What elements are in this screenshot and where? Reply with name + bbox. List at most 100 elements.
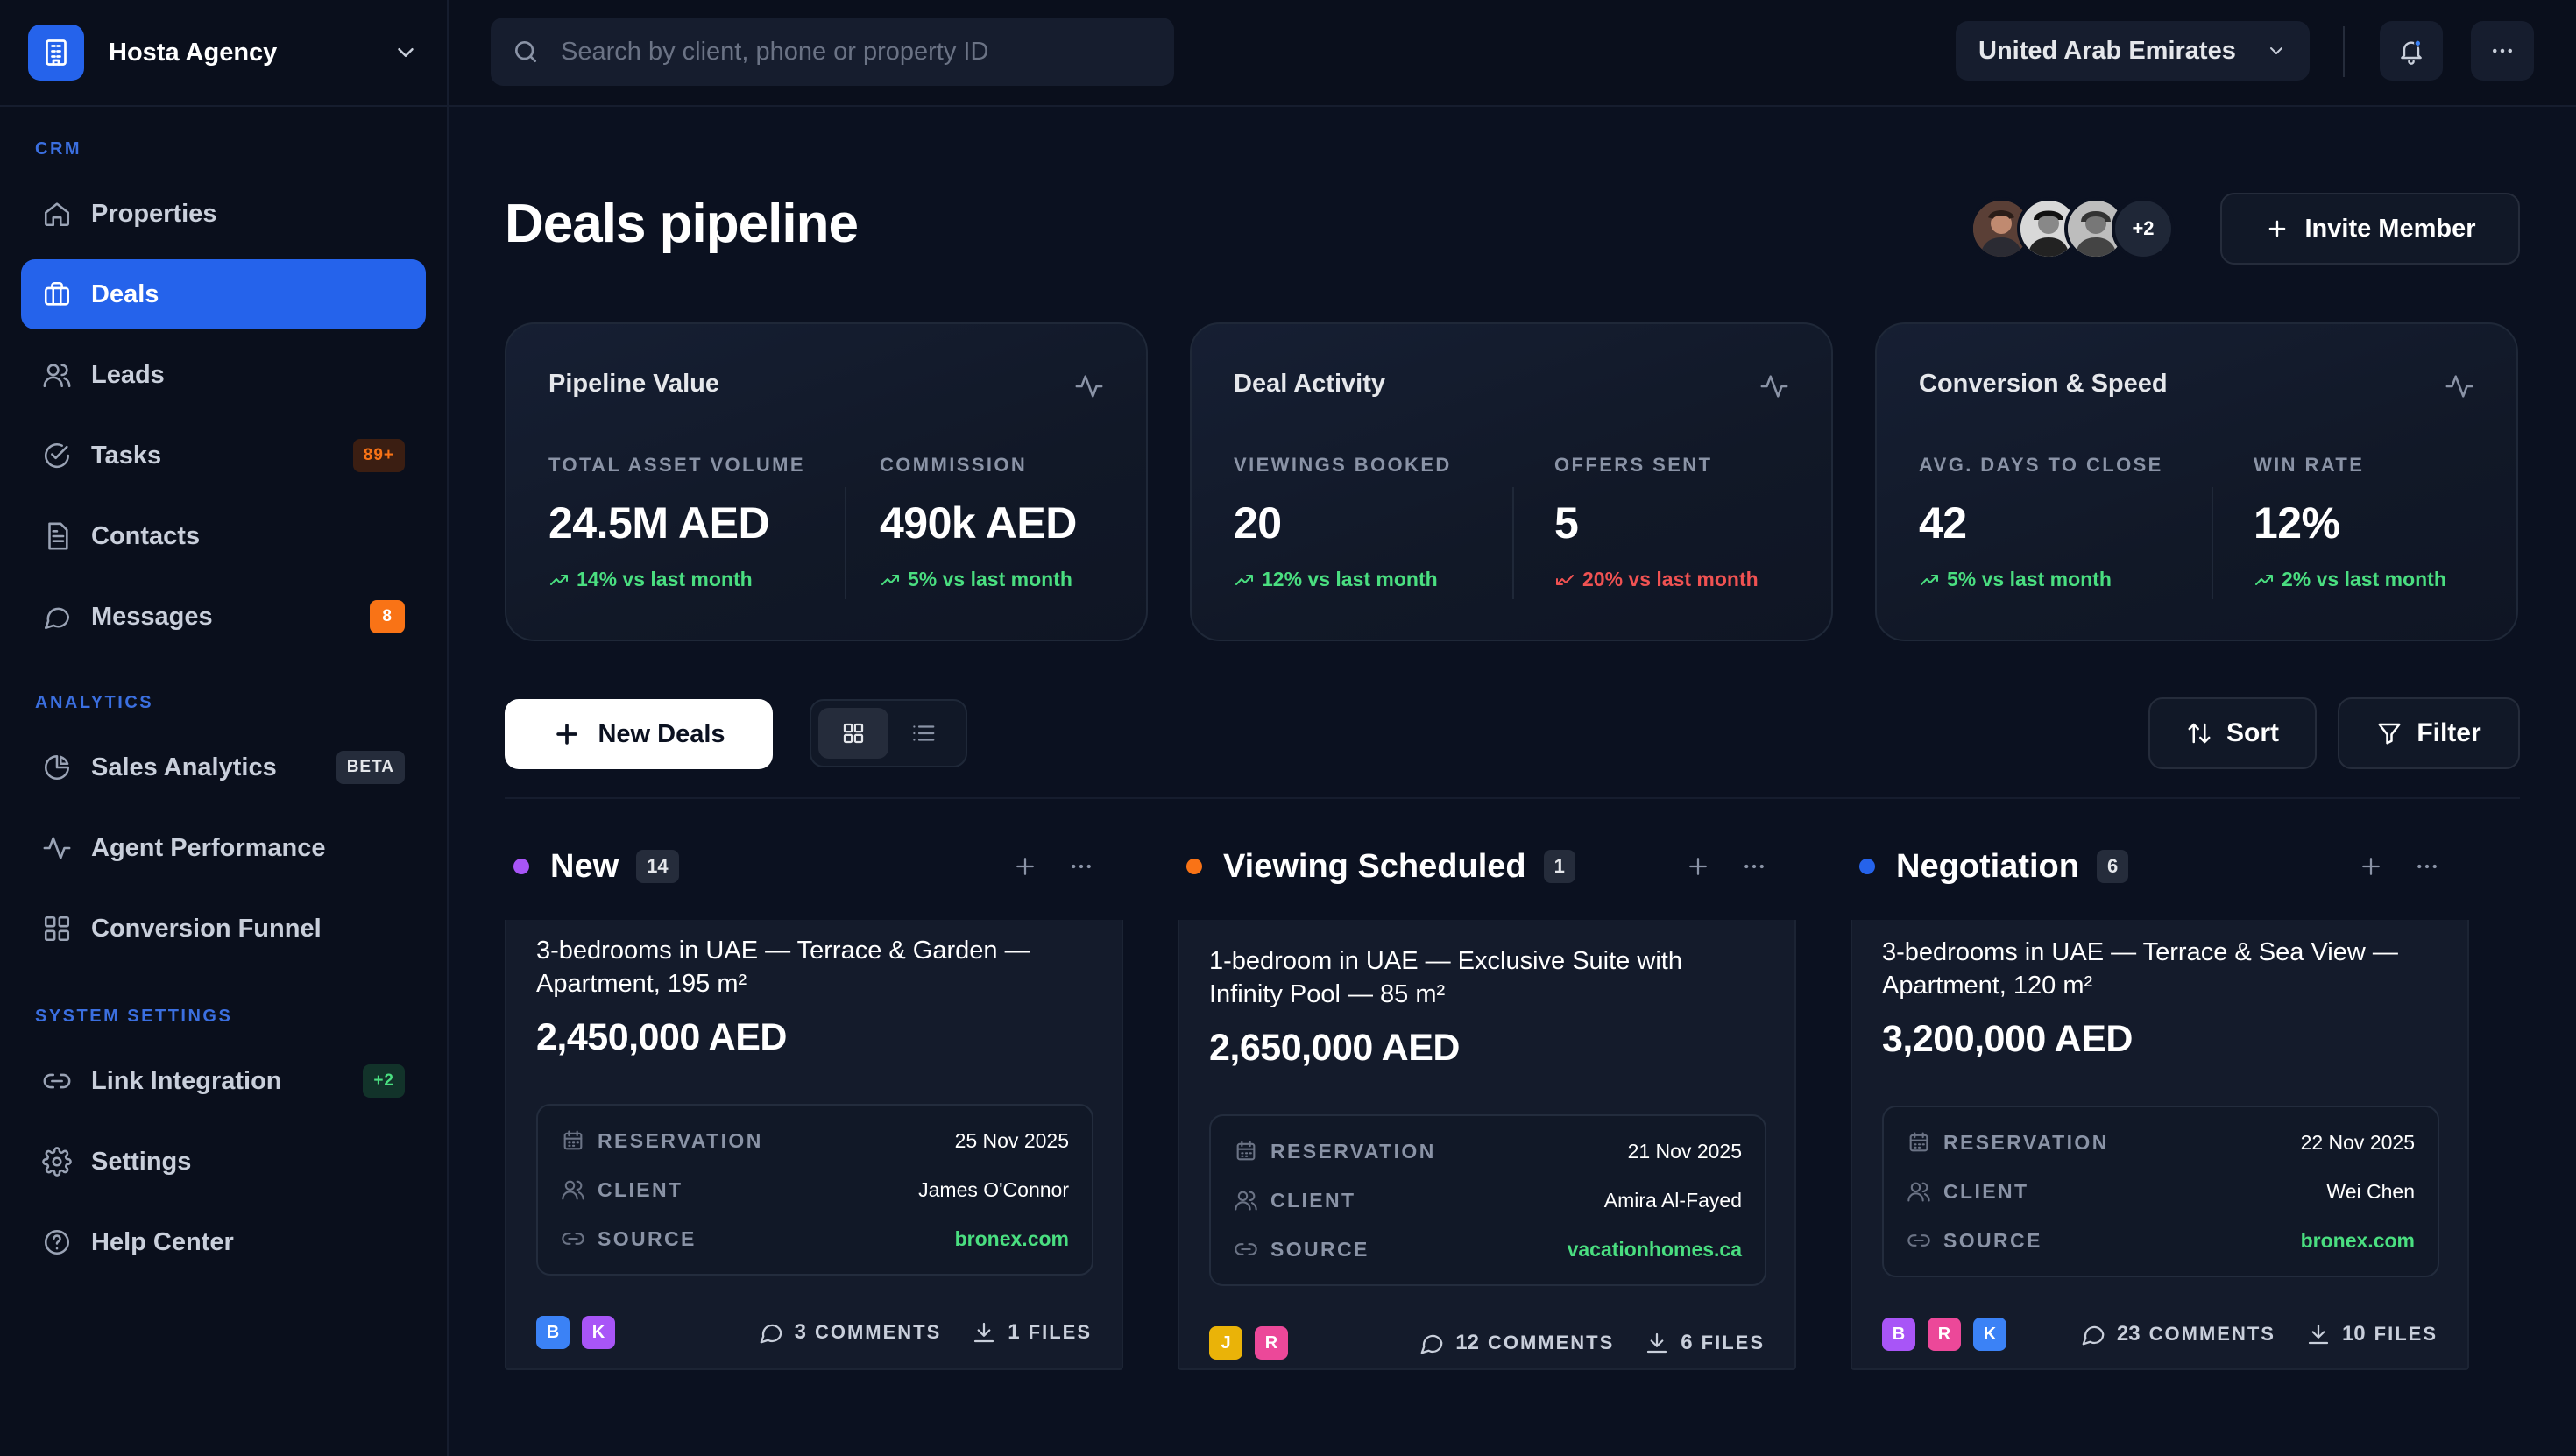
- files-count[interactable]: 10 FILES: [2305, 1321, 2438, 1347]
- sidebar-item-label: Tasks: [91, 441, 162, 470]
- metric-divider: [1512, 487, 1514, 599]
- sidebar-item-agent-performance[interactable]: Agent Performance: [21, 813, 426, 883]
- comment-icon: [760, 1324, 782, 1344]
- integration-count-badge: +2: [363, 1064, 405, 1098]
- sidebar-item-conversion-funnel[interactable]: Conversion Funnel: [21, 894, 426, 964]
- plus-icon: [1016, 858, 1034, 875]
- briefcase-icon: [44, 281, 70, 306]
- section-title: CRM: [35, 138, 82, 159]
- nav-section-analytics: ANALYTICS Sales Analytics BETA Agent Per…: [0, 685, 447, 964]
- sidebar-item-settings[interactable]: Settings: [21, 1127, 426, 1197]
- assignee-avatar[interactable]: K: [1973, 1318, 2006, 1351]
- metric-trend-text: 14% vs last month: [577, 568, 753, 590]
- deal-price: 2,450,000 AED: [536, 1016, 787, 1058]
- sort-button[interactable]: Sort: [2148, 697, 2317, 769]
- metric-divider: [845, 487, 846, 599]
- more-members-avatar[interactable]: +2: [2112, 197, 2175, 260]
- sidebar-item-tasks[interactable]: Tasks 89+: [21, 421, 426, 491]
- team-avatars[interactable]: +2: [1970, 197, 2175, 260]
- metric-value: 24.5M AED: [548, 498, 770, 548]
- assignee-avatar[interactable]: J: [1209, 1326, 1242, 1360]
- search-bar[interactable]: [491, 18, 1174, 86]
- deal-price: 2,650,000 AED: [1209, 1027, 1460, 1069]
- search-icon: [515, 41, 536, 62]
- grid-view-button[interactable]: [818, 708, 888, 759]
- comments-count[interactable]: 23 COMMENTS: [2080, 1321, 2275, 1347]
- files-count[interactable]: 1 FILES: [971, 1319, 1092, 1346]
- files-number: 6: [1681, 1331, 1693, 1354]
- avatar[interactable]: [1970, 197, 2033, 260]
- notifications-button[interactable]: [2380, 21, 2443, 81]
- download-icon: [974, 1322, 994, 1343]
- search-input[interactable]: [561, 37, 1153, 67]
- users-icon: [1235, 1191, 1257, 1211]
- column-menu-button[interactable]: [1737, 849, 1772, 884]
- deal-details: RESERVATION 21 Nov 2025 CLIENT Amira Al-…: [1209, 1114, 1766, 1286]
- assignee-avatar[interactable]: K: [582, 1316, 615, 1349]
- assignee-avatar[interactable]: B: [536, 1316, 570, 1349]
- sidebar-item-sales-analytics[interactable]: Sales Analytics BETA: [21, 732, 426, 802]
- source-link[interactable]: vacationhomes.ca: [1567, 1237, 1742, 1261]
- column-menu-button[interactable]: [2410, 849, 2445, 884]
- country-selector[interactable]: United Arab Emirates: [1956, 21, 2310, 81]
- trend-up-icon: [1235, 574, 1253, 585]
- sidebar-item-label: Properties: [91, 199, 217, 228]
- trend-up-icon: [881, 574, 899, 585]
- metric-label: COMMISSION: [880, 454, 1028, 476]
- bell-icon: [2401, 39, 2422, 65]
- more-options-button[interactable]: [2471, 21, 2534, 81]
- assignee-avatar[interactable]: R: [1255, 1326, 1288, 1360]
- new-deals-button[interactable]: New Deals: [505, 699, 773, 769]
- comments-count[interactable]: 3 COMMENTS: [758, 1319, 942, 1346]
- source-link[interactable]: bronex.com: [954, 1226, 1069, 1250]
- client-name: Amira Al-Fayed: [1603, 1188, 1742, 1212]
- filter-button[interactable]: Filter: [2338, 697, 2520, 769]
- row-label: SOURCE: [1270, 1237, 1369, 1261]
- reservation-date: 21 Nov 2025: [1627, 1139, 1742, 1163]
- assignee-avatar[interactable]: B: [1882, 1318, 1915, 1351]
- deal-price: 3,200,000 AED: [1882, 1018, 2133, 1060]
- activity-icon[interactable]: [1759, 371, 1789, 401]
- add-deal-button[interactable]: [1008, 849, 1043, 884]
- column-header: Negotiation 6: [1851, 839, 2469, 894]
- metric: VIEWINGS BOOKED 20 12% vs last month: [1234, 454, 1452, 591]
- sidebar-item-link-integration[interactable]: Link Integration +2: [21, 1046, 426, 1116]
- deal-card[interactable]: 3-bedrooms in UAE — Terrace & Garden — A…: [505, 920, 1123, 1370]
- sidebar-item-properties[interactable]: Properties: [21, 179, 426, 249]
- deal-footer: B K 3 COMMENTS 1 FILES: [536, 1316, 1092, 1349]
- stat-card-conversion-speed: Conversion & Speed AVG. DAYS TO CLOSE 42…: [1875, 322, 2518, 641]
- comment-icon: [2082, 1325, 2105, 1346]
- comments-count[interactable]: 12 COMMENTS: [1419, 1330, 1614, 1356]
- source-link[interactable]: bronex.com: [2300, 1228, 2415, 1252]
- sidebar-item-messages[interactable]: Messages 8: [21, 582, 426, 652]
- files-label: FILES: [2374, 1323, 2438, 1345]
- assignee-avatar[interactable]: R: [1928, 1318, 1961, 1351]
- workspace-switcher[interactable]: Hosta Agency: [0, 0, 447, 107]
- comments-number: 23: [2116, 1322, 2141, 1346]
- list-view-button[interactable]: [888, 708, 959, 759]
- activity-icon[interactable]: [1074, 371, 1104, 401]
- metric-trend: 12% vs last month: [1234, 568, 1452, 591]
- card-title: Pipeline Value: [548, 370, 720, 398]
- activity-icon[interactable]: [2445, 371, 2474, 401]
- sidebar-item-label: Conversion Funnel: [91, 914, 322, 943]
- comments-number: 12: [1455, 1331, 1479, 1354]
- sidebar-item-help-center[interactable]: Help Center: [21, 1207, 426, 1277]
- activity-icon: [43, 837, 71, 859]
- add-deal-button[interactable]: [1681, 849, 1716, 884]
- sidebar-item-leads[interactable]: Leads: [21, 340, 426, 410]
- files-count[interactable]: 6 FILES: [1644, 1330, 1765, 1356]
- column-menu-button[interactable]: [1064, 849, 1099, 884]
- deal-card[interactable]: 1-bedroom in UAE — Exclusive Suite with …: [1178, 920, 1796, 1370]
- deal-card[interactable]: 3-bedrooms in UAE — Terrace & Sea View —…: [1851, 920, 2469, 1370]
- avatar[interactable]: [2064, 197, 2127, 260]
- add-deal-button[interactable]: [2353, 849, 2388, 884]
- trend-up-icon: [1921, 574, 1938, 585]
- sidebar-item-deals[interactable]: Deals: [21, 259, 426, 329]
- sidebar-item-contacts[interactable]: Contacts: [21, 501, 426, 571]
- source-row: SOURCE bronex.com: [1907, 1225, 2415, 1256]
- sort-icon: [2188, 723, 2211, 744]
- filter-label: Filter: [2417, 718, 2481, 747]
- invite-member-button[interactable]: Invite Member: [2220, 193, 2520, 265]
- trend-up-icon: [550, 574, 568, 585]
